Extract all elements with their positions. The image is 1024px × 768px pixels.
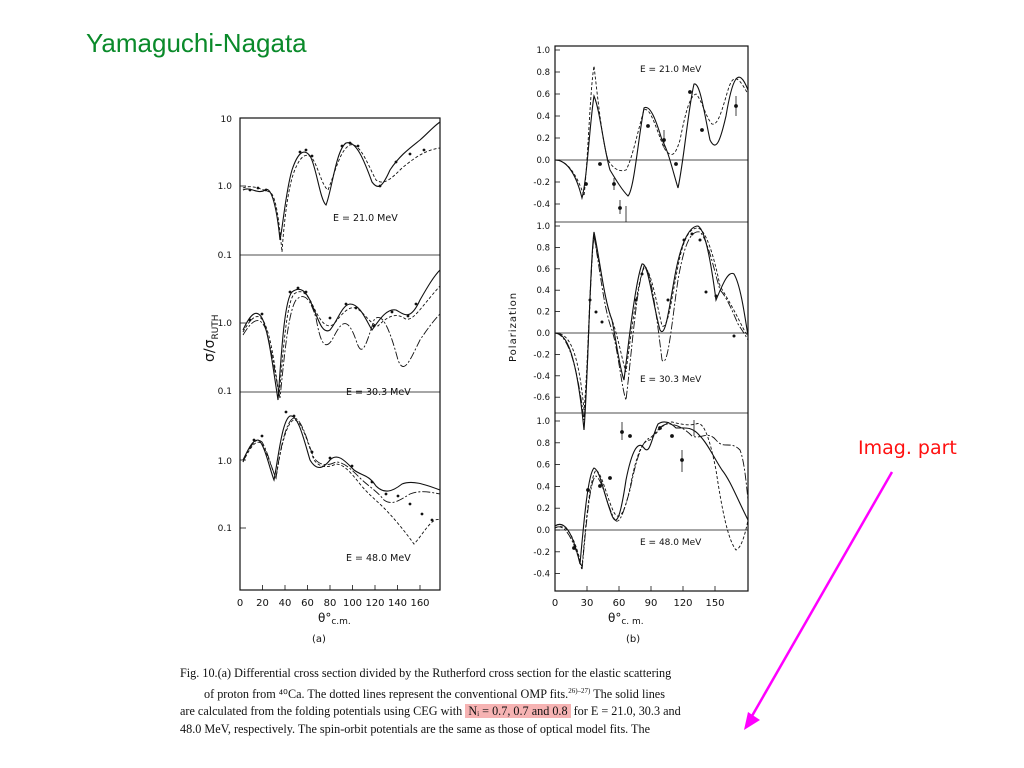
b1-points	[584, 90, 738, 222]
caption-line-3: are calculated from the folding potentia…	[180, 704, 681, 719]
a-ytick-1-mid: 1.0	[218, 319, 233, 329]
b-ytick-label: -0.2	[533, 178, 550, 188]
b-ytick-label: -0.2	[533, 350, 550, 360]
b-xtick-label: 150	[705, 598, 724, 609]
b-ytick-label: 0.4	[536, 112, 550, 122]
slide-title: Yamaguchi-Nagata	[86, 28, 307, 58]
panel-a-frame	[239, 117, 441, 591]
b1-solid	[554, 76, 749, 201]
b2-solid	[554, 225, 749, 431]
b-xtick-label: 120	[673, 598, 692, 609]
a2-solid	[242, 269, 441, 401]
b-ytick-label: 0.0	[536, 526, 550, 536]
b-xtick-label: 0	[552, 598, 558, 609]
b3-dashdot	[554, 423, 749, 571]
a2-points	[248, 286, 418, 328]
b-ytick-label: 0.2	[536, 504, 550, 514]
a3-points	[252, 410, 434, 522]
b-ytick-label: -0.6	[533, 393, 550, 403]
b1-dotted	[554, 65, 749, 197]
a-xtick-label: 160	[410, 598, 429, 609]
b2-points	[588, 232, 736, 338]
b-xtick-label: 30	[581, 598, 594, 609]
b2-dashdot	[554, 231, 749, 421]
caption-line-2: of proton from ⁴⁰Ca. The dotted lines re…	[204, 686, 665, 701]
a-ytick-1-top: 1.0	[218, 182, 233, 192]
b-ytick-label: 1.0	[536, 222, 550, 232]
a1-dotted	[242, 144, 441, 253]
b-xlabel: θ°c. m.	[608, 611, 644, 627]
panel-b: 1.0 0.8 0.6 0.4 0.2 0.0 -0.2 -0.4 1.0 0.8 0.6 0.4 0.…	[508, 45, 749, 645]
a3-dotted	[242, 419, 441, 545]
b-ytick-label: 0.8	[536, 243, 550, 253]
b-xtick-label: 60	[613, 598, 626, 609]
b-ytick-label: 0.4	[536, 482, 550, 492]
a-xtick-label: 40	[279, 598, 292, 609]
b2-dotted	[554, 227, 749, 411]
a-xtick-label: 80	[324, 598, 337, 609]
b-ytick-label: -0.4	[533, 200, 550, 210]
b-ytick-label: 0.0	[536, 329, 550, 339]
a-energy-48: E = 48.0 MeV	[346, 553, 411, 564]
b-ytick-label: 0.4	[536, 286, 550, 296]
b-ytick-label: 1.0	[536, 46, 550, 56]
caption-line-1: Fig. 10.(a) Differential cross section d…	[180, 666, 672, 680]
b-ytick-label: 0.8	[536, 68, 550, 78]
a3-dashdot	[242, 417, 441, 503]
a-ytick-01-mid: 0.1	[218, 387, 232, 397]
figure-caption: Fig. 10.(a) Differential cross section d…	[180, 665, 820, 738]
b-ytick-label: -0.4	[533, 372, 550, 382]
b-ytick-label: 0.6	[536, 90, 550, 100]
panel-b-frame	[554, 45, 749, 592]
annotation-arrow	[744, 471, 894, 730]
b-ytick-label: 0.6	[536, 265, 550, 275]
b-ylabel: Polarization	[508, 292, 519, 362]
a-ylabel: σ/σRUTH	[202, 314, 221, 362]
caption-line-4: 48.0 MeV, respectively. The spin-orbit p…	[180, 721, 651, 736]
a-ytick-01-bot: 0.1	[218, 524, 232, 534]
b-ytick-label: 0.0	[536, 156, 550, 166]
a1-solid	[242, 121, 441, 241]
b-ytick-label: 0.6	[536, 461, 550, 471]
a-xtick-label: 0	[237, 598, 243, 609]
a-energy-30: E = 30.3 MeV	[346, 387, 411, 398]
b-energy-48: E = 48.0 MeV	[640, 538, 702, 548]
a-xtick-label: 60	[301, 598, 314, 609]
a-energy-21: E = 21.0 MeV	[333, 213, 398, 224]
b3-points	[572, 420, 695, 550]
panel-a: 10 1.0 0.1 1.0 0.1 1.0 0.1 0 20 40 60 80 100 1…	[202, 115, 441, 645]
a-xtick-label: 120	[365, 598, 384, 609]
a-xtick-label: 20	[256, 598, 269, 609]
annotation-label: Imag. part	[858, 437, 957, 459]
caption-highlight: Nᵢ = 0.7, 0.7 and 0.8	[465, 704, 571, 719]
a-panel-label: (a)	[312, 634, 326, 645]
a-ytick-1-bot: 1.0	[218, 457, 233, 467]
b-ytick-label: 0.8	[536, 439, 550, 449]
b-ytick-label: -0.4	[533, 570, 550, 580]
a-xtick-label: 140	[388, 598, 407, 609]
a-xtick-label: 100	[343, 598, 362, 609]
a2-dotted	[242, 285, 441, 397]
b-ytick-label: 1.0	[536, 417, 550, 427]
a-ytick-10: 10	[221, 115, 233, 125]
a-ytick-01-top: 0.1	[218, 251, 232, 261]
a1-points	[248, 141, 426, 192]
b-energy-30: E = 30.3 MeV	[640, 375, 702, 385]
b-ytick-label: 0.2	[536, 134, 550, 144]
a3-solid	[242, 415, 441, 492]
a-xlabel: θ°c.m.	[318, 611, 351, 627]
b-energy-21: E = 21.0 MeV	[640, 65, 702, 75]
b3-dotted	[554, 421, 749, 569]
b-panel-label: (b)	[626, 634, 640, 645]
b-xtick-label: 90	[645, 598, 658, 609]
b-ytick-label: 0.2	[536, 308, 550, 318]
b-ytick-label: -0.2	[533, 548, 550, 558]
